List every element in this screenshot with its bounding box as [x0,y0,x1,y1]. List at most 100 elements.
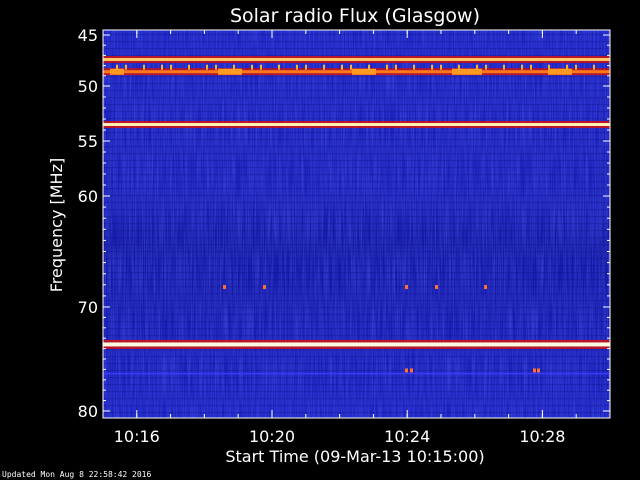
plot-striation [103,90,610,92]
plot-striation [103,118,610,120]
burst-tick [188,64,190,70]
band-line [103,342,610,347]
y-axis-label: Frequency [MHz] [47,158,66,292]
plot-striation [103,377,610,379]
y-tick-label: 60 [78,187,98,206]
burst-dot [263,285,266,290]
y-tick-label: 45 [78,26,98,45]
burst-tick [368,64,370,70]
burst-tick [350,64,352,70]
y-tick-label: 80 [78,402,98,421]
plot-striation [103,293,610,295]
burst-tick [170,64,172,70]
y-axis: 45 50 55 60 70 80 [78,26,610,421]
x-axis-label: Start Time (09-Mar-13 10:15:00) [225,447,484,466]
burst-dot [405,368,408,373]
plot-frame [102,29,611,419]
plot-striation [103,216,610,218]
plot-striation [103,188,610,190]
plot-striation [103,181,610,183]
burst-tick [575,64,577,70]
plot-striation [103,104,610,106]
burst-segment [548,68,572,75]
band-line [103,123,610,126]
burst-tick [521,64,523,70]
plot-striation [103,349,610,351]
plot-striation [103,370,610,372]
burst-tick [251,64,253,70]
burst-tick [413,64,415,70]
burst-tick [260,64,262,70]
plot-striation [103,48,610,50]
burst-segment [352,68,376,75]
plot-striation [103,279,610,281]
burst-tick [161,64,163,70]
band-line [103,372,610,375]
plot-striation [103,300,610,302]
burst-dot [537,368,540,373]
plot-striation [103,258,610,260]
plot-striation [103,405,610,407]
burst-tick [458,64,460,70]
burst-tick [548,64,550,70]
x-tick-label: 10:28 [519,427,565,446]
plot-striation [103,265,610,267]
x-tick-label: 10:20 [249,427,295,446]
plot-striation [103,146,610,148]
burst-tick [485,64,487,70]
x-tick-label: 10:16 [114,427,160,446]
x-axis: 10:16 10:20 10:24 10:28 [102,30,611,446]
chart-title: Solar radio Flux (Glasgow) [230,5,480,27]
burst-dot [405,285,408,290]
plot-striation [103,363,610,365]
band-line [103,57,610,61]
plot-striation [103,202,610,204]
plot-striation [103,335,610,337]
burst-tick [395,64,397,70]
plot-striation [103,244,610,246]
burst-dot [533,368,536,373]
burst-tick [116,64,118,70]
plot-striation [103,328,610,330]
burst-tick [530,64,532,70]
burst-tick [206,64,208,70]
plot-striation [103,209,610,211]
plot-striation [103,286,610,288]
plot-area [102,29,611,419]
burst-tick [296,64,298,70]
plot-striation [103,384,610,386]
burst-tick [593,64,595,70]
burst-tick [431,64,433,70]
updated-timestamp: Updated Mon Aug 8 22:58:42 2016 [2,470,152,479]
burst-segment [452,68,482,75]
plot-striation [103,97,610,99]
plot-striation [103,174,610,176]
plot-striation [103,195,610,197]
burst-tick [386,64,388,70]
plot-striation [103,41,610,43]
burst-tick [305,64,307,70]
plot-striation [103,83,610,85]
plot-striation [103,398,610,400]
plot-striation [103,237,610,239]
plot-striation [103,223,610,225]
plot-striation [103,55,610,57]
burst-dot [435,285,438,290]
plot-striation [103,111,610,113]
burst-tick [233,64,235,70]
plot-striation [103,314,610,316]
y-tick-label: 50 [78,77,98,96]
plot-striation [103,356,610,358]
burst-dot [484,285,487,290]
plot-striation [103,230,610,232]
plot-striation [103,153,610,155]
burst-tick [440,64,442,70]
burst-tick [215,64,217,70]
y-tick-label: 55 [78,132,98,151]
plot-striation [103,251,610,253]
burst-dot [410,368,413,373]
plot-striation [103,272,610,274]
burst-tick [125,64,127,70]
burst-tick [278,64,280,70]
